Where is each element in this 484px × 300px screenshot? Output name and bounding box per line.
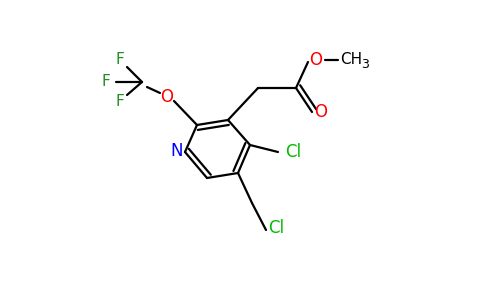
Text: O: O — [161, 88, 173, 106]
Text: CH: CH — [340, 52, 362, 68]
Text: N: N — [171, 142, 183, 160]
Text: O: O — [315, 103, 328, 121]
Text: 3: 3 — [361, 58, 369, 70]
Text: Cl: Cl — [285, 143, 301, 161]
Text: O: O — [309, 51, 322, 69]
Text: Cl: Cl — [268, 219, 284, 237]
Text: F: F — [116, 94, 124, 110]
Text: F: F — [102, 74, 110, 89]
Text: F: F — [116, 52, 124, 68]
